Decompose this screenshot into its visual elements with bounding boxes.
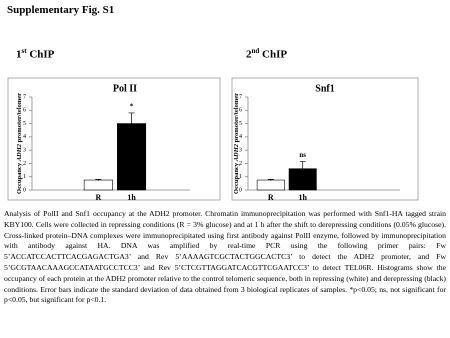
y-axis-label-part: ADH2: [16, 143, 23, 162]
y-tick-label: 1: [239, 174, 242, 180]
y-tick-label: 6: [239, 108, 242, 114]
panel-label: 1st ChIP: [16, 47, 54, 61]
y-tick-label: 6: [23, 108, 26, 114]
figure-title: Supplementary Fig. S1: [7, 4, 115, 16]
y-tick-label: 4: [239, 134, 242, 140]
panel-label: 2nd ChIP: [246, 47, 287, 61]
y-axis-label-part: Occupancy: [233, 161, 240, 194]
y-axis-label: Occupancy ADH2 promoter/telomer: [233, 93, 240, 194]
y-tick-label: 1: [23, 174, 26, 180]
y-tick-label: 3: [23, 148, 26, 154]
y-axis-label-part: ADH2: [233, 143, 240, 162]
bar: [117, 123, 147, 191]
y-tick-label: 0: [239, 187, 242, 193]
y-tick-label: 5: [23, 121, 26, 127]
y-axis-label: Occupancy ADH2 promoter/telomer: [16, 93, 23, 194]
y-tick-label: 3: [239, 148, 242, 154]
error-bar: [299, 161, 306, 177]
chart-title: Snf1: [315, 83, 334, 94]
y-tick-label: 2: [23, 161, 26, 167]
y-tick-label: 4: [23, 134, 26, 140]
error-bar: [128, 112, 135, 135]
panel-number: 2: [246, 48, 252, 61]
y-tick-label: 5: [239, 121, 242, 127]
y-tick-label: 2: [239, 161, 242, 167]
x-tick-label: R: [268, 193, 274, 202]
panel-suffix: nd: [251, 47, 260, 55]
annotation: *: [130, 103, 134, 111]
y-axis-label-part: promoter/telomer: [16, 93, 23, 144]
x-tick-label: R: [95, 193, 101, 202]
error-bar: [267, 179, 274, 181]
x-tick-label: 1h: [127, 193, 136, 202]
chart-title: Pol II: [113, 83, 137, 94]
chart-frame: [7, 77, 221, 201]
y-tick-label: 0: [23, 187, 26, 193]
y-axis-label-part: Occupancy: [16, 161, 23, 194]
panel-suffix: st: [21, 47, 27, 55]
error-bar: [95, 179, 102, 181]
caption: Analysis of PolII and Snf1 occupancy at …: [4, 209, 446, 305]
annotation: ns: [299, 151, 306, 159]
panel-number: 1: [16, 48, 22, 61]
chart-frame: [231, 77, 419, 201]
x-tick-label: 1h: [298, 193, 307, 202]
bar: [83, 179, 113, 191]
panel-text: ChIP: [29, 48, 55, 61]
bar: [256, 179, 285, 191]
y-tick-label: 7: [239, 94, 242, 100]
y-axis-label-part: promoter/telomer: [233, 93, 240, 144]
y-tick-label: 7: [23, 94, 26, 100]
panel-text: ChIP: [262, 48, 288, 61]
